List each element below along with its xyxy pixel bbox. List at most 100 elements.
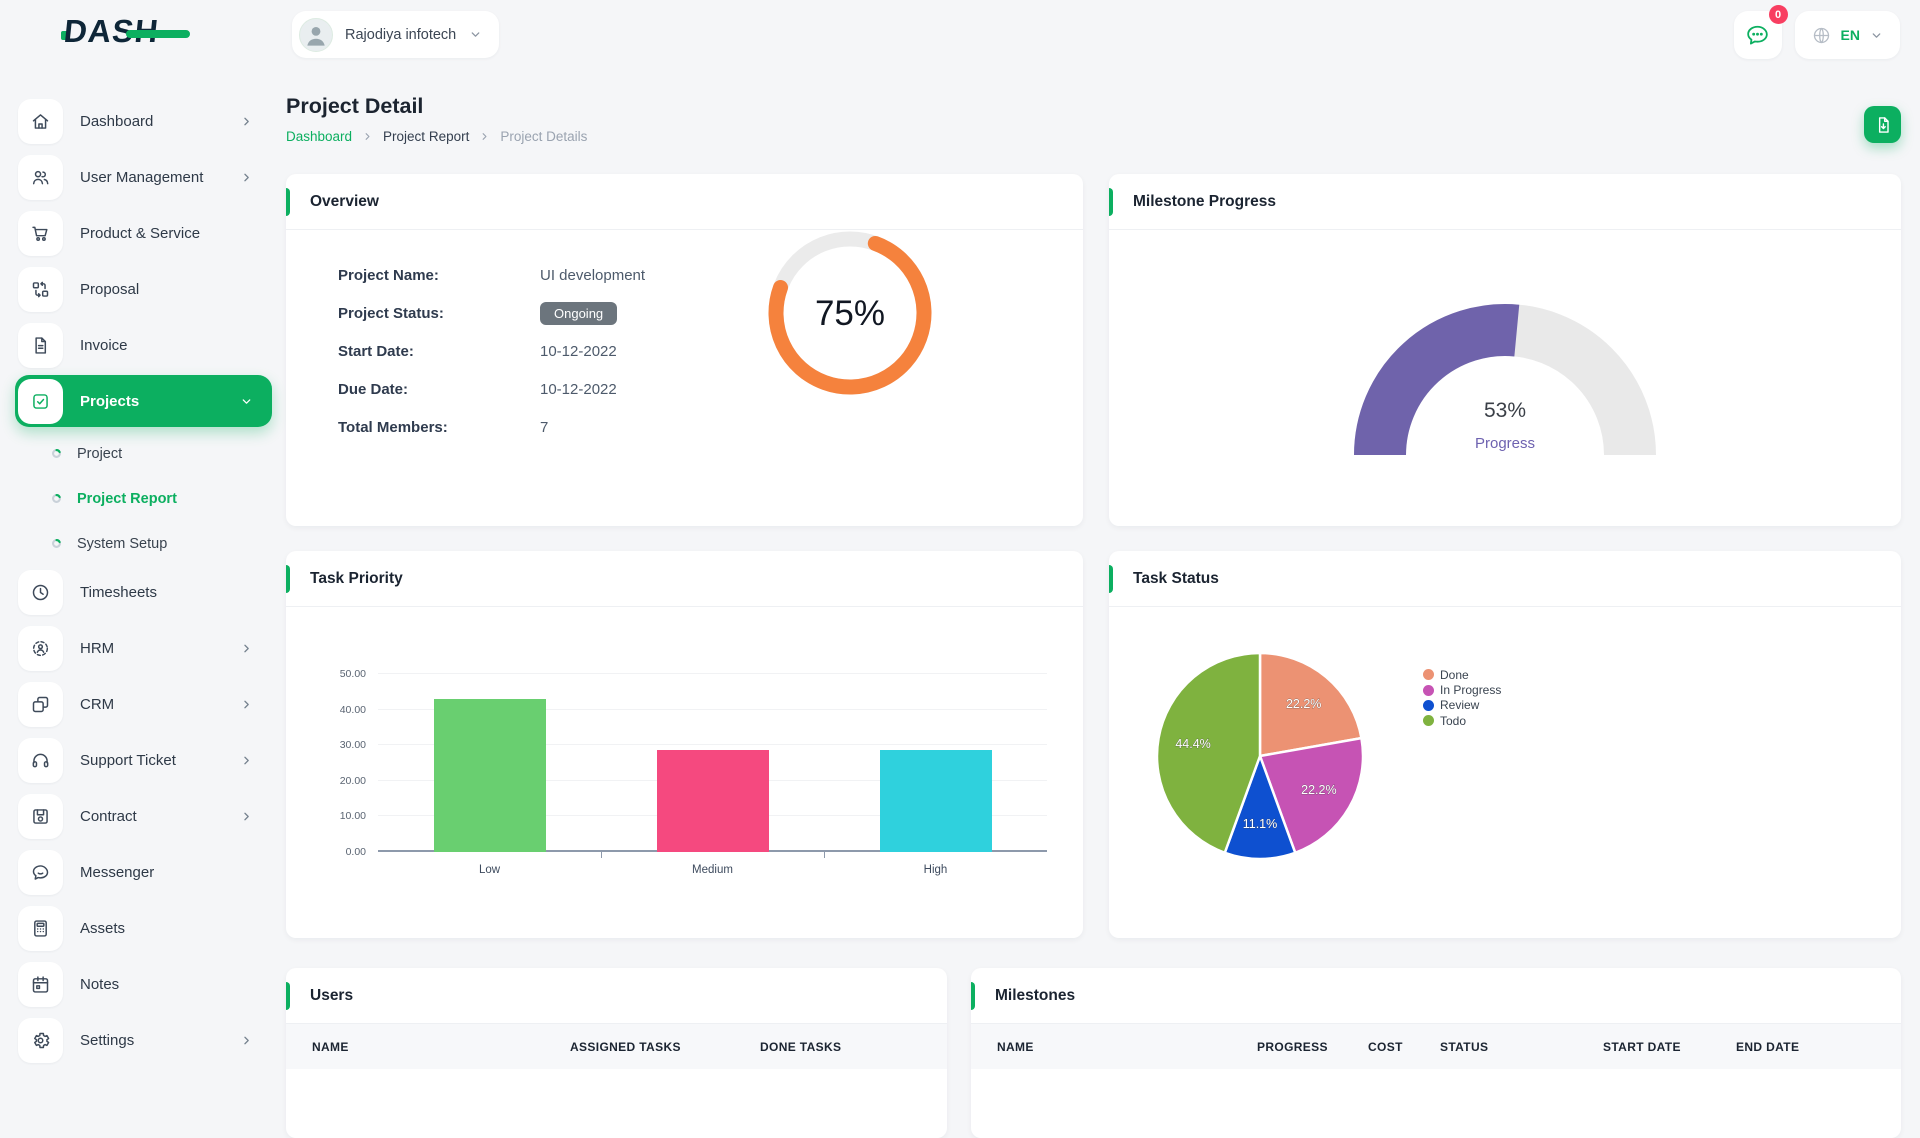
bar-low[interactable]: [433, 699, 546, 852]
sidebar-item-user-management[interactable]: User Management: [15, 151, 272, 203]
sidebar-item-product-service[interactable]: Product & Service: [15, 207, 272, 259]
company-selector[interactable]: Rajodiya infotech: [292, 11, 500, 58]
sidebar-item-label: Proposal: [80, 280, 140, 298]
field-value: 7: [540, 418, 549, 436]
chevron-right-icon: [239, 809, 254, 824]
gridline: [378, 708, 1047, 710]
legend-item-todo[interactable]: Todo: [1423, 713, 1501, 728]
breadcrumb-project-report[interactable]: Project Report: [383, 128, 470, 144]
legend-item-in-progress[interactable]: In Progress: [1423, 682, 1501, 697]
legend-label: Todo: [1440, 713, 1467, 728]
field-label: Due Date:: [338, 380, 409, 398]
export-button[interactable]: [1864, 106, 1901, 143]
card-title: Overview: [310, 192, 379, 210]
sidebar-item-messenger[interactable]: Messenger: [15, 846, 272, 898]
sidebar-item-label: Projects: [80, 392, 140, 410]
sidebar-item-contract[interactable]: Contract: [15, 790, 272, 842]
crm-icon: [30, 694, 51, 715]
sidebar-item-label: Timesheets: [80, 583, 157, 601]
sidebar-item-assets[interactable]: Assets: [15, 902, 272, 954]
card-title: Milestone Progress: [1133, 192, 1276, 210]
pie-slice-todo[interactable]: [1155, 651, 1262, 855]
sidebar-item-label: Support Ticket: [80, 751, 176, 769]
legend-item-review[interactable]: Review: [1423, 698, 1501, 713]
pie-slice-label: 22.2%: [1286, 697, 1321, 711]
pie-slice-review[interactable]: [1223, 752, 1297, 861]
milestones-table-header: NAME PROGRESS COST STATUS START DATE END DATE: [971, 1024, 1901, 1069]
chevron-right-icon: [361, 130, 374, 143]
sidebar-item-hrm[interactable]: HRM: [15, 622, 272, 674]
svg-text:53%: 53%: [1484, 399, 1526, 422]
legend-dot: [1423, 684, 1434, 696]
sidebar-subitem-system-setup[interactable]: System Setup: [15, 521, 272, 566]
column-header-progress: PROGRESS: [1257, 1039, 1328, 1054]
legend-label: Done: [1440, 667, 1469, 682]
sidebar-item-invoice[interactable]: Invoice: [15, 319, 272, 371]
pie-slice-done[interactable]: [1258, 651, 1363, 758]
column-header-assigned-tasks: ASSIGNED TASKS: [570, 1039, 681, 1054]
pie-slice-label: 22.2%: [1301, 783, 1336, 797]
legend-dot: [1423, 715, 1434, 727]
overview-field-total-members: Total Members: 7: [338, 408, 1083, 446]
overview-field-project-status: Project Status: Ongoing: [338, 294, 1083, 332]
card-header: Overview: [286, 174, 1083, 230]
y-tick-label: 50.00: [339, 668, 366, 680]
milestone-progress-gauge: 53% Progress: [1345, 295, 1665, 480]
logo-dot-icon: [61, 31, 70, 40]
sidebar-item-notes[interactable]: Notes: [15, 958, 272, 1010]
invoice-icon: [30, 335, 51, 356]
notification-badge: 0: [1768, 5, 1788, 24]
sidebar-item-dashboard[interactable]: Dashboard: [15, 95, 272, 147]
svg-text:Progress: Progress: [1475, 435, 1535, 452]
chat-bubble-icon: [1744, 22, 1771, 49]
sidebar-item-projects[interactable]: Projects: [15, 375, 272, 427]
sidebar-subitem-project-report[interactable]: Project Report: [15, 476, 272, 521]
task-priority-bar-chart: 0.00 10.00 20.00 30.00 40.00 50.00 Low Medium Hi…: [340, 668, 1047, 876]
logo[interactable]: DASH: [61, 13, 190, 55]
sidebar-item-proposal[interactable]: Proposal: [15, 263, 272, 315]
chevron-right-icon: [478, 130, 491, 143]
x-tick-label: High: [923, 864, 948, 876]
column-header-name: NAME: [997, 1039, 1034, 1054]
legend-dot: [1423, 699, 1434, 711]
company-name: Rajodiya infotech: [345, 26, 457, 43]
card-header: Task Status: [1109, 551, 1901, 607]
chat-icon: [30, 862, 51, 883]
card-header: Users: [286, 968, 947, 1024]
chevron-right-icon: [239, 697, 254, 712]
chevron-right-icon: [239, 170, 254, 185]
breadcrumb-dashboard[interactable]: Dashboard: [286, 128, 353, 144]
legend-item-done[interactable]: Done: [1423, 667, 1501, 682]
spinner-circle-icon: [51, 538, 62, 549]
language-selector[interactable]: EN: [1794, 11, 1900, 59]
clock-icon: [30, 582, 51, 603]
overview-field-project-name: Project Name: UI development: [338, 256, 1083, 294]
field-value: UI development: [540, 266, 646, 284]
sidebar-subitem-project[interactable]: Project: [15, 431, 272, 476]
sidebar-item-settings[interactable]: Settings: [15, 1014, 272, 1066]
y-tick-label: 20.00: [339, 774, 366, 787]
field-label: Project Name:: [338, 266, 439, 284]
x-axis-labels: Low Medium High: [378, 864, 1047, 876]
sidebar: Dashboard User Management Product & Servic…: [0, 70, 272, 1080]
users-icon: [30, 167, 51, 188]
legend-label: In Progress: [1440, 683, 1502, 698]
main-content: Project Detail Dashboard Project Report Pr…: [286, 70, 1901, 1138]
bar-medium[interactable]: [656, 750, 769, 852]
sidebar-subitem-label: System Setup: [77, 535, 168, 552]
sidebar-item-label: Dashboard: [80, 112, 154, 130]
card-header: Milestone Progress: [1109, 174, 1901, 230]
sidebar-item-support-ticket[interactable]: Support Ticket: [15, 734, 272, 786]
sidebar-item-crm[interactable]: CRM: [15, 678, 272, 730]
y-tick-label: 40.00: [339, 703, 366, 716]
field-value: 10-12-2022: [540, 342, 617, 360]
field-label: Start Date:: [338, 342, 414, 360]
milestone-progress-card: Milestone Progress 53% Progress: [1109, 174, 1901, 526]
breadcrumb: Dashboard Project Report Project Details: [286, 128, 1901, 144]
sidebar-item-timesheets[interactable]: Timesheets: [15, 566, 272, 618]
bar-high[interactable]: [879, 750, 992, 852]
x-axis-tick: [600, 852, 602, 858]
sidebar-item-label: Messenger: [80, 863, 155, 881]
messages-button[interactable]: 0: [1733, 5, 1788, 59]
card-title: Users: [310, 986, 354, 1004]
